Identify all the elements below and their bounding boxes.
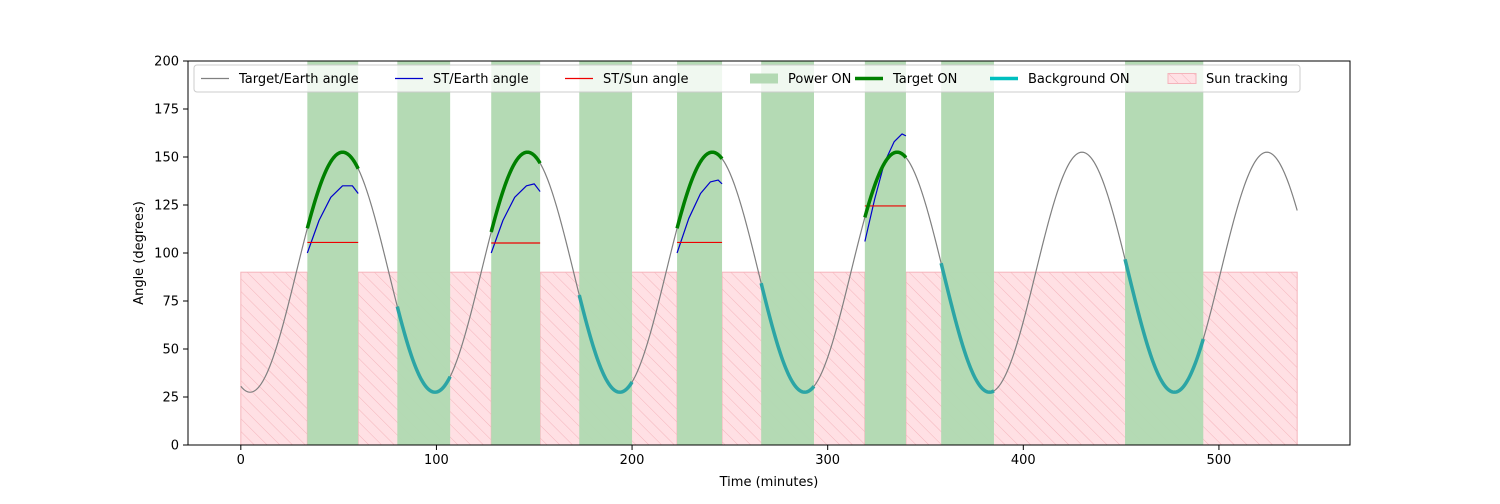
background-on-line — [759, 282, 816, 394]
legend-entry: Target ON — [855, 72, 957, 87]
y-tick-label: 25 — [162, 391, 179, 406]
legend-label: Target ON — [892, 72, 957, 87]
legend-swatch-hatch — [1167, 73, 1197, 84]
x-axis-title: Time (minutes) — [719, 475, 819, 490]
sun-tracking-hatch — [240, 271, 308, 445]
power-on-region — [1125, 61, 1204, 445]
power-on-region — [677, 61, 723, 445]
legend-label: Sun tracking — [1206, 72, 1288, 87]
power-on-region — [941, 61, 994, 445]
target-on-line — [305, 150, 360, 229]
y-tick-label: 175 — [154, 103, 179, 118]
legend-label: Background ON — [1028, 72, 1130, 87]
legend-entry: ST/Sun angle — [565, 72, 689, 87]
legend-entry: Sun tracking — [1167, 72, 1288, 87]
x-tick-label: 100 — [424, 453, 449, 468]
legend-label: Power ON — [788, 72, 851, 87]
y-tick-label: 125 — [154, 199, 179, 214]
legend-entry: ST/Earth angle — [395, 72, 529, 87]
legend-frame — [193, 64, 1301, 93]
x-tick-label: 200 — [620, 453, 645, 468]
power-on-region — [491, 61, 541, 445]
legend-entry: Power ON — [750, 72, 851, 87]
power-on-region — [579, 61, 633, 445]
x-tick-label: 500 — [1207, 453, 1232, 468]
legend-label: Target/Earth angle — [238, 72, 359, 87]
power-on-regions — [307, 61, 1204, 445]
target-on-line — [489, 150, 542, 233]
target-on-line — [863, 150, 908, 218]
y-tick-label: 0 — [171, 439, 179, 454]
legend-swatch — [750, 73, 778, 84]
y-tick-label: 75 — [162, 295, 179, 310]
legend: Target/Earth angle ST/Earth angle ST/Sun a… — [193, 64, 1301, 93]
y-tick-label: 50 — [162, 343, 179, 358]
background-on-line — [1123, 258, 1205, 394]
legend-label: ST/Earth angle — [433, 72, 529, 87]
plot-area — [240, 61, 1298, 445]
legend-label: ST/Sun angle — [603, 72, 689, 87]
st-earth-line — [490, 183, 541, 254]
y-axis-title: Angle (degrees) — [132, 201, 147, 305]
power-on-region — [864, 61, 906, 445]
power-on-region — [307, 61, 359, 445]
st-earth-line — [676, 179, 723, 254]
y-tick-label: 200 — [154, 55, 179, 70]
st-earth-line — [306, 185, 359, 254]
legend-entry: Background ON — [990, 72, 1130, 87]
background-on-line — [939, 262, 995, 394]
x-tick-label: 0 — [237, 453, 245, 468]
background-on-line — [577, 294, 634, 394]
y-tick-label: 150 — [154, 151, 179, 166]
power-on-region — [761, 61, 814, 445]
series-lines — [240, 133, 1298, 394]
target-on-line — [675, 150, 724, 229]
background-on-line — [395, 306, 452, 394]
legend-entry: Target/Earth angle — [201, 72, 359, 87]
x-tick-label: 400 — [1011, 453, 1036, 468]
y-tick-label: 100 — [154, 247, 179, 262]
x-tick-label: 300 — [815, 453, 840, 468]
axes: 0 100 200 300 400 500 0 25 50 75 100 125 150 175 200 — [154, 55, 1231, 469]
